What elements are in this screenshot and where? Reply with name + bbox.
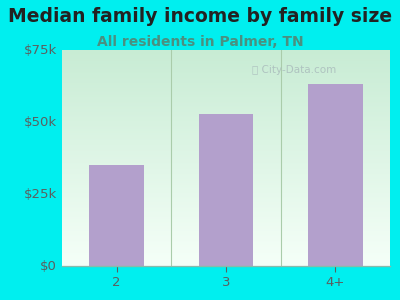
Bar — [199, 114, 253, 266]
Text: ⓘ City-Data.com: ⓘ City-Data.com — [252, 64, 336, 75]
Text: All residents in Palmer, TN: All residents in Palmer, TN — [97, 34, 303, 49]
Text: Median family income by family size: Median family income by family size — [8, 8, 392, 26]
Bar — [308, 84, 363, 266]
Bar — [89, 165, 144, 266]
